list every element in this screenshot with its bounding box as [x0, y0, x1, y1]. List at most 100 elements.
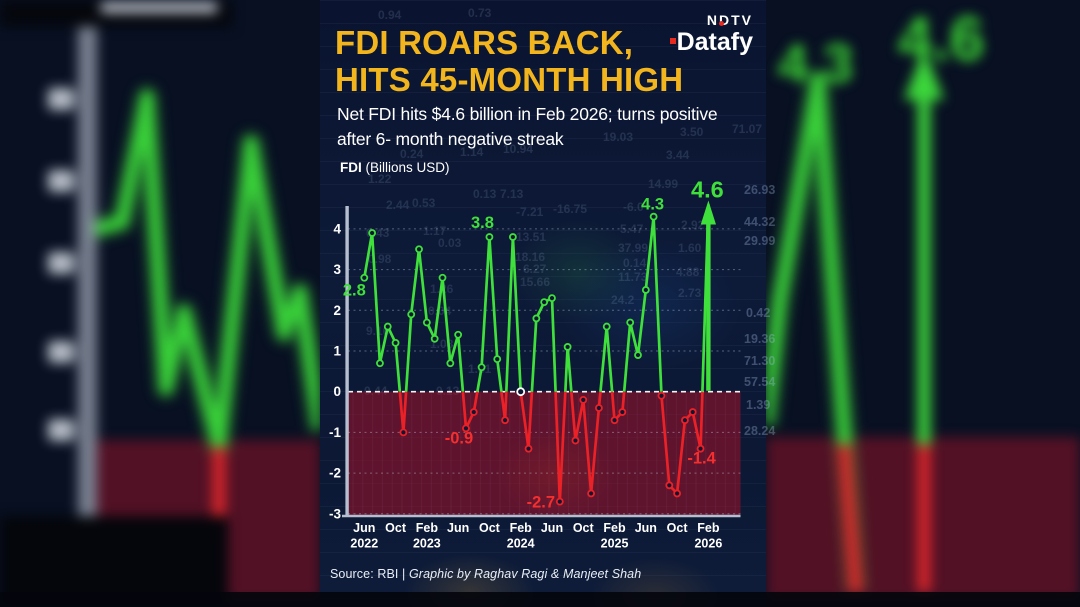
- fdi-line-chart: 4 3 2 1 0 -1 -2 -3 Jun 2022 Oct Feb 2023 Jun Oct Feb 202…: [329, 176, 741, 551]
- data-point-marker: [555, 497, 564, 506]
- data-point-marker: [508, 233, 517, 241]
- background-number: 13.51: [516, 230, 547, 244]
- data-point-marker: [485, 233, 494, 241]
- y-tick-label: -1: [329, 425, 341, 440]
- blur-tick-blob: [48, 252, 74, 274]
- data-point-marker: [610, 416, 619, 425]
- background-number: 19.03: [603, 130, 634, 144]
- blur-tick-blob: [48, 170, 74, 192]
- y-axis-line: [345, 206, 349, 516]
- data-point-marker: [360, 273, 369, 282]
- background-number: 1.17: [423, 224, 447, 238]
- x-tick-year: 2022: [350, 537, 378, 551]
- chart-axis-title: FDI (Billions USD): [340, 160, 450, 175]
- x-tick-month: Oct: [479, 521, 501, 535]
- bottom-black-bar: [0, 592, 1080, 607]
- x-tick-year: 2026: [694, 537, 722, 551]
- data-point-marker: [696, 444, 705, 453]
- data-point-marker: [422, 318, 431, 327]
- background-blur-left: [0, 0, 332, 607]
- background-number: 71.07: [732, 122, 763, 136]
- y-tick-label: 0: [333, 384, 341, 399]
- x-tick-year: 2025: [601, 537, 629, 551]
- subtitle-line-1: Net FDI hits $4.6 billion in Feb 2026; t…: [337, 104, 718, 124]
- data-point-marker: [673, 489, 682, 498]
- background-number: 0.24: [400, 147, 424, 161]
- background-number: 14.99: [648, 177, 679, 191]
- background-number: 26.93: [744, 183, 776, 197]
- data-point-marker: [399, 428, 408, 437]
- background-number: 29.99: [744, 234, 776, 248]
- data-point-marker: [657, 391, 666, 400]
- background-number: 4.88: [676, 265, 700, 279]
- data-point-marker: [469, 408, 478, 416]
- background-number: 0.13: [473, 187, 497, 201]
- data-point-marker: [524, 444, 533, 453]
- x-tick-month: Jun: [353, 521, 375, 535]
- background-number: 28.24: [744, 424, 776, 438]
- blur-tick-blob: [48, 341, 74, 363]
- ndtv-datafy-logo: NDTV Datafy: [669, 12, 753, 57]
- y-tick-label: -3: [329, 506, 341, 521]
- background-number: 0.73: [468, 6, 492, 20]
- source-credit: Source: RBI | Graphic by Raghav Ragi & M…: [330, 567, 641, 581]
- background-number: 7.13: [500, 187, 524, 201]
- background-number: 1.22: [368, 172, 392, 186]
- datafy-text: Datafy: [676, 28, 753, 56]
- blur-axis-bar: [78, 24, 97, 516]
- data-point-marker: [649, 212, 658, 221]
- data-point-marker: [415, 245, 423, 254]
- x-tick-month: Jun: [447, 521, 469, 535]
- y-tick-label: 2: [333, 303, 341, 318]
- data-point-marker: [407, 310, 416, 319]
- background-number: 0.03: [438, 236, 462, 250]
- background-number: -16.75: [553, 202, 588, 216]
- data-point-marker: [634, 351, 642, 359]
- data-point-marker: [501, 416, 509, 425]
- x-tick-month: Oct: [573, 521, 595, 535]
- x-tick-year: 2024: [507, 537, 535, 551]
- background-number: 44.32: [744, 215, 776, 229]
- feb-2026-arrowhead-icon: [700, 200, 716, 225]
- value-label-4.6: 4.6: [691, 176, 724, 202]
- y-tick-label: 4: [333, 221, 341, 236]
- y-tick-label: 1: [333, 344, 341, 359]
- x-tick-month: Jun: [635, 521, 657, 535]
- data-point-marker: [681, 416, 689, 425]
- zero-highlight-marker: [516, 387, 526, 397]
- axis-title-bold: FDI: [340, 160, 362, 175]
- subtitle: Net FDI hits $4.6 billion in Feb 2026; t…: [337, 102, 718, 152]
- background-number: 19.36: [744, 332, 776, 346]
- background-number: 3.44: [666, 148, 690, 162]
- data-point-marker: [376, 359, 384, 368]
- x-tick-month: Jun: [541, 521, 563, 535]
- background-number: 3.50: [680, 125, 704, 139]
- value-label--1.4: -1.4: [687, 450, 716, 468]
- blur-tick-blob: [48, 419, 74, 441]
- background-number: 2.44: [386, 198, 410, 212]
- background-number: -6.0: [623, 200, 644, 214]
- logo-red-dot-icon: [718, 21, 724, 26]
- data-point-marker: [430, 334, 439, 343]
- blur-spike: [759, 73, 863, 593]
- blur-tick-blob: [48, 88, 74, 110]
- blur-label-4-3: 4.3: [778, 34, 853, 94]
- graphic-credit: Graphic by Raghav Ragi & Manjeet Shah: [408, 567, 642, 581]
- blur-chart-line: [90, 90, 327, 454]
- value-label-4.3: 4.3: [641, 196, 664, 214]
- subtitle-line-2: after 6- month negative streak: [337, 129, 564, 149]
- background-number: 0.14: [623, 256, 647, 270]
- data-point-marker: [602, 322, 611, 331]
- x-tick-month: Feb: [603, 521, 626, 535]
- background-number: 71.30: [744, 354, 776, 368]
- axis-title-rest: (Billions USD): [361, 160, 450, 175]
- blur-black-corner-bottom: [0, 516, 228, 607]
- data-point-marker: [641, 286, 650, 294]
- background-number: 37.99: [618, 241, 649, 255]
- background-blur-right-art: 4.3 4.6: [754, 5, 1080, 600]
- data-point-marker: [383, 322, 392, 331]
- blur-arrowhead: [904, 48, 944, 100]
- page-title: FDI ROARS BACK, HITS 45-MONTH HIGH: [335, 24, 683, 98]
- blur-label-4-6: 4.6: [898, 5, 984, 74]
- x-tick-month: Oct: [667, 521, 689, 535]
